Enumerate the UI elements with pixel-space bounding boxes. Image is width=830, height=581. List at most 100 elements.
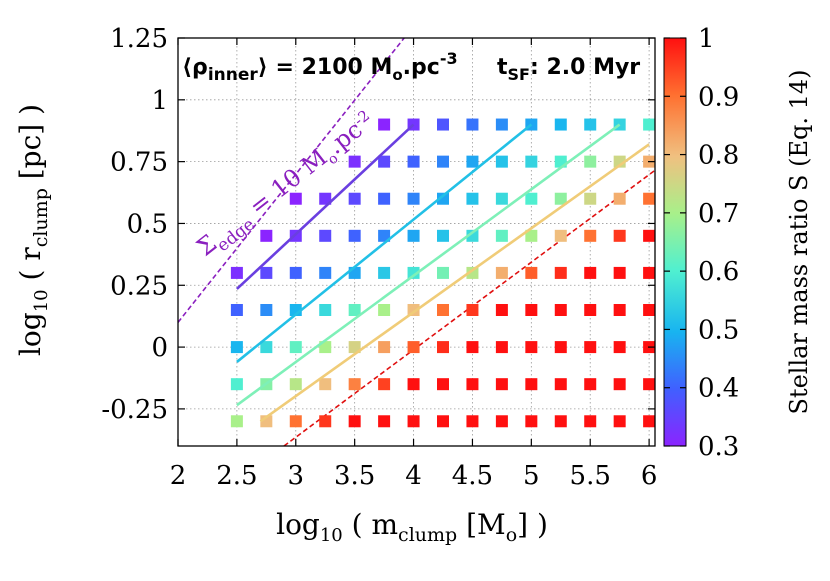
plot-frame — [177, 37, 656, 447]
reference-line-limit — [283, 169, 656, 447]
x-tick-label: 6 — [641, 461, 658, 491]
contour-line — [236, 123, 415, 290]
data-point — [260, 304, 273, 316]
data-point — [643, 378, 656, 391]
data-point — [437, 415, 449, 428]
reference-line-edge — [177, 37, 405, 323]
data-point — [437, 229, 449, 242]
data-point — [378, 415, 391, 428]
data-point — [525, 304, 538, 316]
y-tick-label: -0.25 — [101, 395, 168, 425]
data-point — [495, 266, 508, 279]
data-point — [643, 192, 656, 205]
data-point — [525, 266, 538, 279]
data-point — [584, 118, 597, 131]
data-point — [407, 378, 420, 391]
data-point — [260, 341, 273, 354]
data-point — [643, 229, 656, 242]
data-point — [554, 415, 567, 428]
data-point — [466, 341, 479, 354]
plot-area — [177, 37, 685, 447]
colorbar-tick-label: 0.5 — [698, 315, 739, 345]
data-point — [495, 118, 508, 131]
data-point — [230, 304, 243, 316]
data-point — [319, 415, 332, 428]
data-point — [584, 341, 597, 354]
density-annotation: ⟨ρinner⟩ = 2100 Mo.pc-3 — [182, 49, 458, 85]
data-point — [643, 266, 656, 279]
data-point — [495, 192, 508, 205]
y-tick-label: 0.25 — [110, 271, 168, 301]
data-point — [437, 341, 449, 354]
data-point — [378, 266, 391, 279]
data-point — [260, 229, 273, 242]
data-point — [348, 229, 361, 242]
contour-line — [236, 123, 533, 363]
data-point — [230, 341, 243, 354]
data-point — [348, 304, 361, 316]
data-point — [554, 229, 567, 242]
data-point — [613, 266, 626, 279]
data-point — [525, 341, 538, 354]
y-tick-label: 1 — [151, 86, 168, 116]
data-point — [407, 192, 420, 205]
x-tick-label: 5 — [523, 461, 540, 491]
data-point — [495, 155, 508, 168]
x-tick-label: 2.5 — [216, 461, 257, 491]
data-point — [289, 192, 302, 205]
data-point — [584, 229, 597, 242]
data-point — [378, 192, 391, 205]
data-point — [466, 304, 479, 316]
data-point — [613, 229, 626, 242]
data-point — [348, 155, 361, 168]
data-point — [289, 415, 302, 428]
data-point — [437, 304, 449, 316]
data-point — [348, 415, 361, 428]
data-point — [348, 378, 361, 391]
data-point — [378, 155, 391, 168]
data-point — [378, 118, 391, 131]
data-point — [554, 304, 567, 316]
data-point — [613, 378, 626, 391]
time-annotation: tSF: 2.0 Myr — [497, 55, 640, 84]
data-point — [289, 266, 302, 279]
data-point — [466, 266, 479, 279]
data-point — [230, 415, 243, 428]
y-tick-label: 0 — [151, 333, 168, 363]
data-point — [525, 415, 538, 428]
colorbar-tick-label: 1 — [698, 24, 715, 54]
data-point — [407, 229, 420, 242]
data-point — [613, 304, 626, 316]
data-point — [613, 192, 626, 205]
data-point — [466, 118, 479, 131]
data-point — [525, 192, 538, 205]
data-point — [554, 118, 567, 131]
data-point — [230, 378, 243, 391]
data-point — [495, 304, 508, 316]
data-point — [289, 341, 302, 354]
data-point — [495, 378, 508, 391]
colorbar-ticks: 0.3 0.4 0.5 0.6 0.7 0.8 0.9 1 — [664, 24, 739, 462]
data-point — [584, 155, 597, 168]
data-point — [584, 378, 597, 391]
data-point — [319, 378, 332, 391]
data-point — [643, 415, 656, 428]
axis-ticks: 2 2.5 3 3.5 4 4.5 5 5.5 6 -0.25 0 0.25 0.5 0.75 1 1.25 — [101, 24, 657, 491]
data-point — [319, 192, 332, 205]
data-point — [584, 266, 597, 279]
data-point — [525, 378, 538, 391]
data-point — [378, 378, 391, 391]
data-point — [407, 341, 420, 354]
x-tick-label: 5.5 — [570, 461, 611, 491]
data-point — [584, 192, 597, 205]
data-point — [260, 266, 273, 279]
y-tick-label: 0.5 — [127, 209, 168, 239]
data-point — [525, 155, 538, 168]
colorbar-tick-label: 0.7 — [698, 199, 739, 229]
x-tick-label: 4.5 — [452, 461, 493, 491]
data-point — [378, 341, 391, 354]
colorbar-tick-label: 0.9 — [698, 82, 739, 112]
colorbar — [663, 37, 687, 447]
data-point — [495, 229, 508, 242]
data-point — [554, 192, 567, 205]
